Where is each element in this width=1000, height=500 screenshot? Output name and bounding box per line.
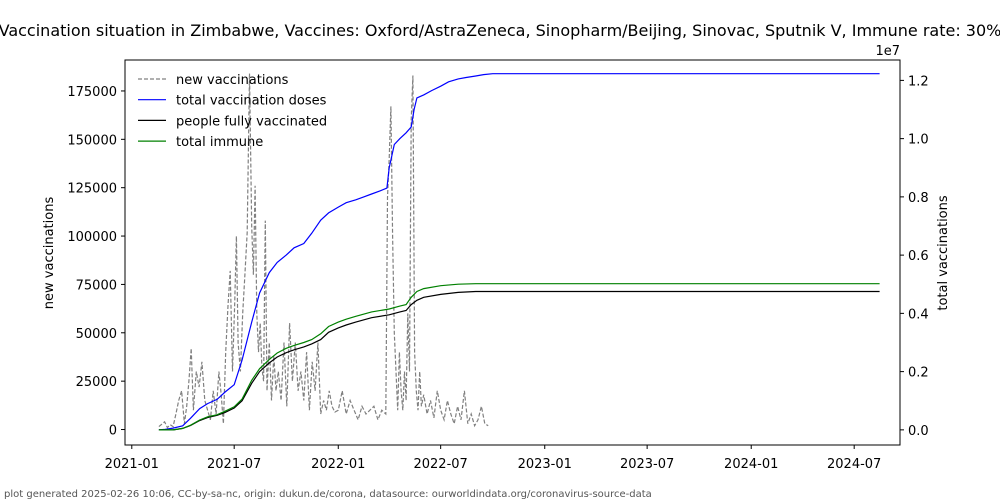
y-right-tick-label: 0.6 — [908, 249, 929, 264]
y-axis-right-offset-label: 1e7 — [875, 44, 900, 59]
y-left-tick-label: 100000 — [67, 230, 117, 245]
x-tick-label: 2022-01 — [311, 457, 365, 472]
legend-label: people fully vaccinated — [176, 114, 327, 129]
legend-label: total immune — [176, 135, 263, 150]
x-axis: 2021-01 2021-07 2022-01 2022-07 2023-01 2023-… — [105, 445, 881, 472]
y-axis-left: 0 25000 50000 75000 100000 125000 150000 175000 — [67, 85, 125, 439]
x-tick-label: 2023-01 — [518, 457, 572, 472]
legend-label: new vaccinations — [176, 73, 289, 88]
y-left-tick-label: 25000 — [76, 375, 117, 390]
y-right-tick-label: 0.0 — [908, 424, 929, 439]
y-left-tick-label: 175000 — [67, 85, 117, 100]
x-tick-label: 2023-07 — [620, 457, 674, 472]
chart-title: Vaccination situation in Zimbabwe, Vacci… — [0, 21, 1000, 40]
series-layer — [158, 73, 880, 431]
series-total-vaccination-doses — [158, 73, 880, 431]
y-right-tick-label: 0.4 — [908, 307, 929, 322]
series-people-fully-vaccinated — [158, 290, 880, 431]
x-tick-label: 2022-07 — [413, 457, 467, 472]
y-left-tick-label: 150000 — [67, 133, 117, 148]
y-left-tick-label: 125000 — [67, 182, 117, 197]
legend: new vaccinations total vaccination doses p… — [138, 73, 327, 150]
legend-label: total vaccination doses — [176, 94, 327, 109]
y-right-tick-label: 1.0 — [908, 133, 929, 148]
y-right-tick-label: 1.2 — [908, 74, 929, 89]
footer-source: plot generated 2025-02-26 10:06, CC-by-s… — [4, 489, 652, 500]
y-left-tick-label: 0 — [109, 424, 117, 439]
series-total-immune — [158, 283, 880, 431]
y-axis-left-title: new vaccinations — [42, 197, 57, 310]
x-tick-label: 2024-07 — [827, 457, 881, 472]
y-left-tick-label: 50000 — [76, 327, 117, 342]
y-axis-right-title: total vaccinations — [936, 195, 951, 311]
series-new-vaccinations — [158, 73, 489, 429]
x-tick-label: 2024-01 — [724, 457, 778, 472]
y-axis-right: 0.0 0.2 0.4 0.6 0.8 1.0 1.2 — [900, 74, 929, 439]
x-tick-label: 2021-01 — [105, 457, 159, 472]
y-right-tick-label: 0.8 — [908, 191, 929, 206]
y-left-tick-label: 75000 — [76, 278, 117, 293]
y-right-tick-label: 0.2 — [908, 366, 929, 381]
plot-frame — [124, 59, 901, 446]
x-tick-label: 2021-07 — [207, 457, 261, 472]
